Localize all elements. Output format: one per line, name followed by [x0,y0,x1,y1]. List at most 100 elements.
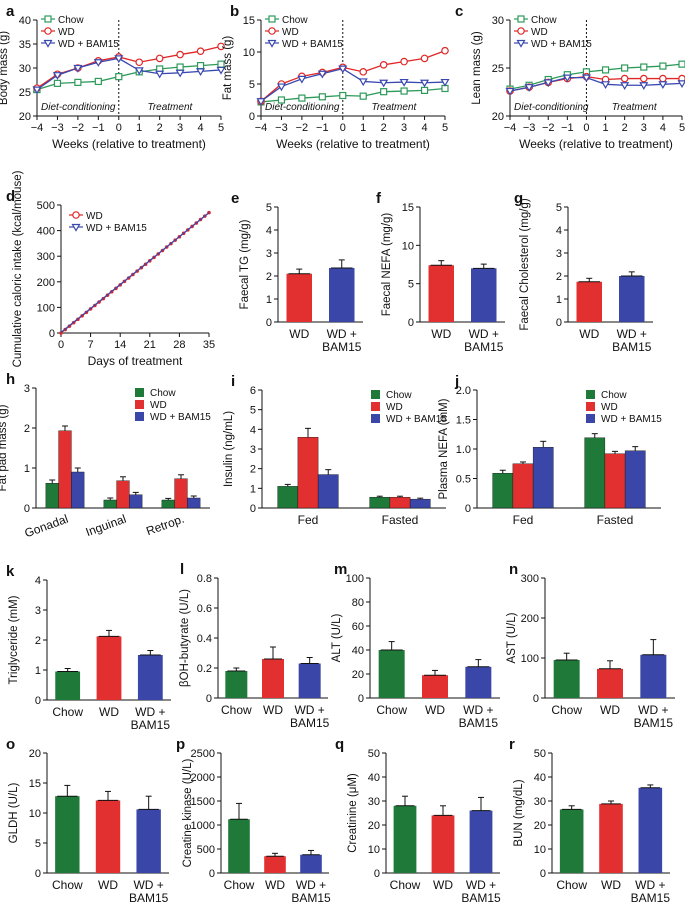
x-tick-label: Chow [551,703,582,717]
panel-letter: b [230,3,239,20]
bar [55,796,80,873]
point [256,98,266,106]
x-tick-label: BAM15 [290,716,330,730]
x-tick-label: WD [425,703,445,717]
point [517,27,525,35]
y-tick-label: 10 [29,808,41,820]
x-tick-label: WD [98,878,118,892]
x-tick-label: 1 [136,122,142,134]
y-tick-label: 1 [35,665,41,677]
bar [277,486,299,509]
x-tick-label: 3 [401,122,407,134]
point [639,82,649,90]
y-axis-title: Fat mass (g) [222,36,234,101]
point [268,15,276,23]
annotation: Treatment [371,102,417,113]
y-tick-label: 15 [29,778,41,790]
x-tick-label: WD + [635,878,665,892]
point [297,75,307,84]
point [217,42,225,51]
x-tick-label: 2 [381,122,387,134]
y-tick-label: 1 [266,294,272,306]
y-tick-label: 5 [408,279,414,291]
series-line [36,57,222,91]
x-tick-label: −1 [561,122,574,134]
panel-letter: h [6,371,15,388]
x-tick-label: Chow [221,703,252,717]
bar [136,809,161,873]
point [379,79,389,88]
x-axis-title: Weeks (relative to treatment) [52,137,206,151]
panel-letter: e [231,190,239,207]
legend-swatch [135,388,144,397]
y-axis-title: Insulin (ng/mL) [223,411,235,487]
bar [471,268,497,322]
y-tick-label: 6 [250,385,256,397]
point [196,47,205,56]
legend-swatch [586,402,595,411]
y-tick-label: 0 [465,503,471,515]
panel-letter: k [6,563,15,580]
panel-letter: l [180,561,184,578]
y-tick-label: 0 [35,868,41,880]
series-line [260,67,446,102]
series-line [60,212,210,333]
point [359,92,367,100]
x-tick-label: Fasted [597,513,634,527]
point [399,78,409,87]
x-tick-label: WD + [135,705,165,719]
x-tick-label: −3 [523,122,536,134]
y-tick-label: 0 [206,693,212,705]
point [640,63,648,71]
point [659,62,667,70]
point [358,78,368,87]
y-tick-label: 0 [209,868,215,880]
bar [129,494,143,509]
bar [369,496,391,509]
point [44,27,52,35]
point [339,91,347,100]
y-tick-label: 0 [556,317,562,329]
x-tick-label: 0 [58,339,64,351]
point [114,55,124,64]
legend-swatch [371,414,380,423]
bar [624,450,646,509]
point [658,81,668,90]
x-tick-label: −3 [51,122,64,134]
y-axis-title: Faecal NEFA (mg/g) [381,213,393,317]
y-tick-label: 40 [19,15,31,27]
bar [428,265,454,322]
bar [532,447,554,509]
x-tick-label: 14 [114,339,126,351]
y-tick-label: 1000 [191,820,215,832]
x-tick-label: WD [99,705,119,719]
point [73,64,83,73]
y-tick-label: 3 [250,444,256,456]
y-tick-label: 4 [35,575,41,587]
point [115,73,123,81]
bar [431,815,455,873]
x-axis-title: Weeks (relative to treatment) [276,137,430,151]
x-tick-label: Inguinal [84,512,128,540]
y-tick-label: 500 [37,200,55,212]
point [72,211,80,219]
x-tick-label: 21 [144,339,156,351]
x-tick-label: −4 [255,122,268,134]
x-tick-label: 2 [157,122,163,134]
point [267,39,277,48]
x-tick-label: 4 [197,122,203,134]
panel-letter: a [6,3,15,20]
y-tick-label: 1 [250,483,256,495]
point [440,78,450,87]
y-tick-label: 25 [492,63,504,75]
x-tick-label: BAM15 [631,891,671,905]
legend-swatch [135,412,144,421]
y-tick-label: 30 [368,796,380,808]
y-tick-label: 15 [402,202,414,214]
x-tick-label: 5 [679,122,685,134]
y-tick-label: 30 [534,796,546,808]
x-tick-label: Chow [52,705,83,719]
point [135,58,144,67]
y-tick-label: 0 [358,693,364,705]
y-tick-label: 300 [521,573,539,585]
